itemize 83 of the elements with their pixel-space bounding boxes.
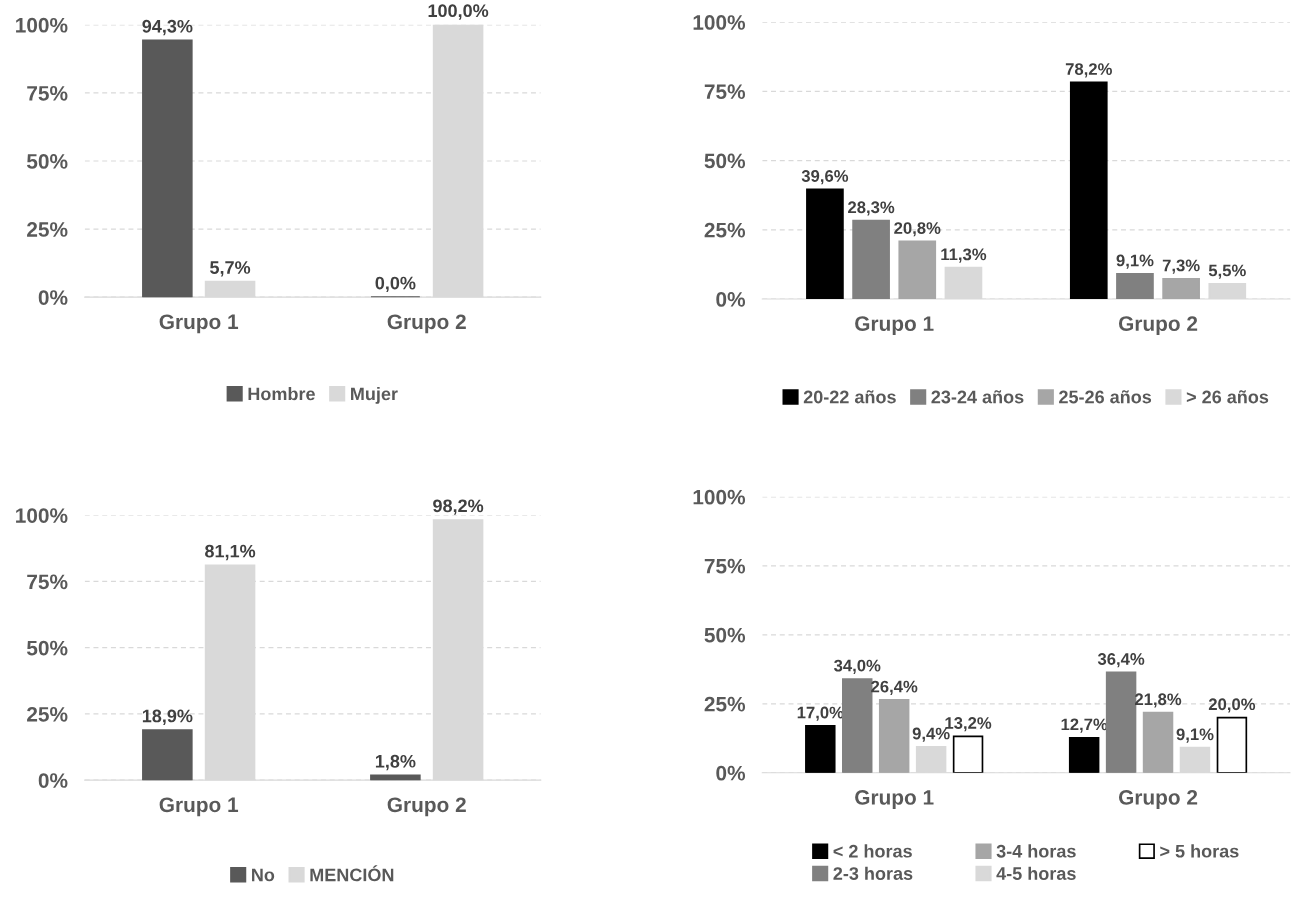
data-label: 39,6% xyxy=(801,170,849,185)
data-label: 20,8% xyxy=(894,222,941,237)
data-label: 94,3% xyxy=(142,19,193,36)
y-tick-label: 25% xyxy=(27,222,68,237)
legend-label: < 2 horas xyxy=(833,844,912,858)
y-tick-label: 25% xyxy=(27,706,68,722)
data-label: 0,0% xyxy=(375,276,416,293)
y-tick-label: 50% xyxy=(704,153,746,169)
y-tick-label: 25% xyxy=(704,696,746,712)
legend-label: 20-22 años xyxy=(803,390,896,404)
data-label: 9,1% xyxy=(1116,254,1154,269)
legend-label: > 5 horas xyxy=(1160,844,1239,858)
legend-label: 25-26 años xyxy=(1059,390,1152,404)
x-tick-label: Grupo 1 xyxy=(159,797,239,817)
data-label: 17,0% xyxy=(797,706,844,721)
y-tick-label: 50% xyxy=(704,627,746,643)
bar xyxy=(898,240,937,299)
y-tick-label: 100% xyxy=(693,15,746,30)
data-label: 5,7% xyxy=(210,261,251,277)
y-tick-label: 0% xyxy=(38,773,68,788)
x-tick-label: Grupo 2 xyxy=(387,314,466,334)
bar xyxy=(852,219,890,299)
y-tick-label: 50% xyxy=(26,154,68,169)
bar xyxy=(1069,81,1108,299)
x-tick-label: Grupo 2 xyxy=(387,797,466,817)
y-tick-label: 25% xyxy=(704,222,746,238)
data-label: 18,9% xyxy=(142,709,193,725)
data-label: 9,1% xyxy=(1176,728,1214,743)
y-tick-label: 100% xyxy=(693,489,746,505)
legend-label: 3-4 horas xyxy=(996,844,1076,858)
legend-label: Mujer xyxy=(351,387,398,404)
bar xyxy=(1179,746,1211,773)
bar xyxy=(1105,671,1137,773)
legend-label: 2-3 horas xyxy=(833,866,913,880)
y-tick-label: 75% xyxy=(27,574,68,590)
bar xyxy=(370,774,421,781)
legend-label: Hombre xyxy=(248,387,315,401)
bar xyxy=(1162,277,1200,299)
legend-label: 23-24 años xyxy=(931,390,1024,404)
x-tick-label: Grupo 1 xyxy=(855,316,934,336)
x-tick-label: Grupo 2 xyxy=(1118,316,1198,336)
data-label: 1,8% xyxy=(375,754,416,771)
y-tick-label: 0% xyxy=(716,292,746,307)
y-tick-label: 0% xyxy=(716,765,746,781)
data-label: 100,0% xyxy=(428,4,489,20)
bar xyxy=(142,729,193,781)
data-label: 20,0% xyxy=(1208,698,1256,713)
legend-label: No xyxy=(252,868,275,882)
y-tick-label: 0% xyxy=(38,290,68,305)
data-label: 11,3% xyxy=(941,248,987,263)
bar xyxy=(805,725,836,773)
y-tick-label: 100% xyxy=(16,17,68,33)
y-tick-label: 100% xyxy=(16,508,68,523)
legend-label: > 26 años xyxy=(1186,390,1269,404)
y-tick-label: 75% xyxy=(704,84,746,100)
y-tick-label: 50% xyxy=(26,640,68,656)
x-tick-label: Grupo 1 xyxy=(855,790,934,809)
data-label: 5,5% xyxy=(1208,264,1246,279)
legend-label: 4-5 horas xyxy=(996,866,1076,880)
data-label: 36,4% xyxy=(1097,653,1145,668)
bar xyxy=(1216,716,1248,773)
bar xyxy=(806,188,844,299)
y-tick-label: 75% xyxy=(704,558,746,574)
bar xyxy=(1068,736,1100,773)
bar xyxy=(1116,272,1154,299)
bar xyxy=(952,735,984,773)
bar xyxy=(1142,711,1174,773)
y-tick-label: 75% xyxy=(27,85,68,101)
bar xyxy=(915,746,947,773)
data-label: 34,0% xyxy=(834,659,881,674)
bar xyxy=(842,678,873,773)
data-label: 12,7% xyxy=(1061,718,1108,733)
bar xyxy=(204,280,256,298)
bar xyxy=(878,699,910,773)
x-tick-label: Grupo 2 xyxy=(1118,790,1198,809)
data-label: 28,3% xyxy=(848,201,895,216)
data-label: 98,2% xyxy=(433,499,484,515)
data-label: 7,3% xyxy=(1162,259,1200,274)
data-label: 78,2% xyxy=(1065,63,1112,78)
legend-label: MENCIÓN xyxy=(310,865,394,882)
x-tick-label: Grupo 1 xyxy=(159,314,239,334)
data-label: 81,1% xyxy=(205,544,256,561)
bar xyxy=(142,39,193,298)
